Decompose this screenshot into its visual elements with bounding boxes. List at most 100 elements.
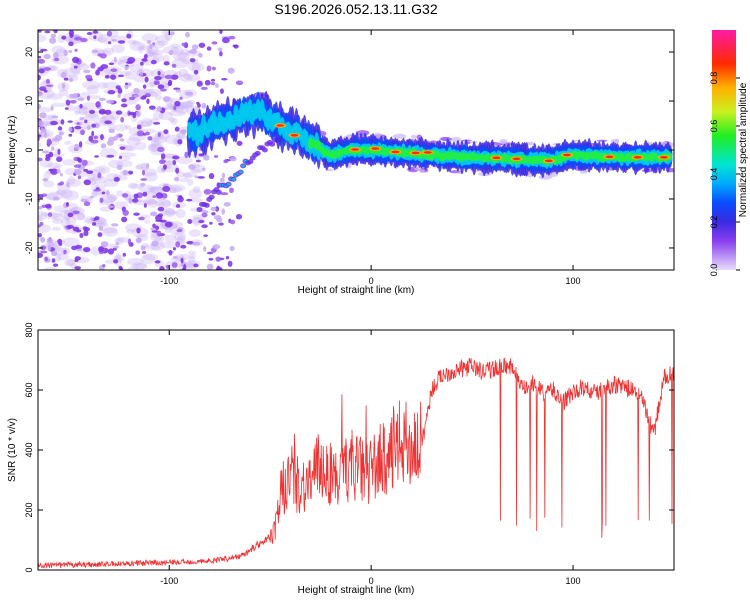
noise-speck xyxy=(229,219,236,225)
noise-speck xyxy=(86,170,94,174)
noise-speck xyxy=(113,259,119,264)
noise-speck xyxy=(164,74,173,79)
noise-haze xyxy=(87,85,99,95)
noise-speck xyxy=(189,58,196,63)
colorbar-gradient xyxy=(712,30,736,270)
colorbar-tick-label: 0.2 xyxy=(709,216,719,229)
noise-haze xyxy=(38,88,55,99)
noise-haze xyxy=(176,52,187,60)
noise-speck xyxy=(38,91,43,97)
noise-haze xyxy=(188,253,196,260)
noise-speck xyxy=(136,130,145,137)
noise-haze xyxy=(172,137,179,144)
noise-speck xyxy=(150,43,155,47)
noise-speck xyxy=(43,53,51,60)
noise-speck xyxy=(41,86,46,89)
noise-speck xyxy=(135,110,141,117)
noise-speck xyxy=(66,224,75,229)
noise-speck xyxy=(229,156,237,162)
noise-speck xyxy=(38,55,42,59)
noise-speck xyxy=(162,164,167,170)
noise-haze xyxy=(168,117,176,123)
noise-haze xyxy=(176,234,186,244)
noise-haze xyxy=(172,51,190,61)
noise-speck xyxy=(135,250,141,255)
lower-branch-mark xyxy=(196,207,203,213)
noise-speck xyxy=(172,155,180,160)
noise-speck xyxy=(84,119,88,124)
noise-speck xyxy=(98,225,104,232)
noise-speck xyxy=(175,241,181,248)
noise-haze xyxy=(49,65,59,72)
ridge-core-hot xyxy=(544,159,553,163)
ridge-halo xyxy=(419,169,425,173)
noise-haze xyxy=(60,217,70,227)
noise-speck xyxy=(124,82,129,86)
noise-speck xyxy=(112,247,117,251)
noise-speck xyxy=(121,193,129,198)
noise-speck xyxy=(48,168,53,172)
noise-speck xyxy=(45,203,52,209)
noise-speck xyxy=(235,80,244,86)
noise-haze xyxy=(114,124,128,132)
noise-speck xyxy=(180,244,187,249)
noise-speck xyxy=(135,237,142,244)
noise-speck xyxy=(175,167,180,174)
noise-speck xyxy=(121,216,128,223)
noise-speck xyxy=(158,159,166,165)
noise-speck xyxy=(65,201,69,207)
noise-speck xyxy=(148,105,156,110)
noise-speck xyxy=(157,132,161,137)
noise-haze xyxy=(165,160,174,165)
noise-speck xyxy=(107,89,116,95)
noise-speck xyxy=(208,257,214,261)
noise-haze xyxy=(165,160,172,170)
noise-haze xyxy=(38,141,42,149)
noise-haze xyxy=(118,152,137,157)
noise-speck xyxy=(200,86,208,90)
noise-speck xyxy=(155,192,164,199)
noise-haze xyxy=(71,212,86,221)
noise-haze xyxy=(56,189,63,195)
noise-haze xyxy=(89,95,101,100)
noise-speck xyxy=(79,117,85,121)
ridge-halo xyxy=(410,134,417,139)
colorbar-tick-label: 0.6 xyxy=(709,120,719,133)
colorbar-label: Normalized spectral amplitude xyxy=(738,82,749,217)
noise-speck xyxy=(144,76,149,83)
noise-haze xyxy=(180,101,194,109)
noise-speck xyxy=(142,84,147,89)
noise-speck xyxy=(38,58,46,64)
noise-speck xyxy=(44,30,51,34)
noise-haze xyxy=(180,48,191,56)
noise-speck xyxy=(153,122,161,125)
noise-speck xyxy=(152,223,156,229)
noise-speck xyxy=(219,88,224,94)
noise-haze xyxy=(38,224,51,233)
noise-haze xyxy=(154,94,163,101)
noise-speck xyxy=(93,188,102,192)
noise-speck xyxy=(94,216,100,221)
noise-speck xyxy=(215,83,219,88)
noise-speck xyxy=(115,134,120,138)
noise-speck xyxy=(227,260,233,267)
noise-speck xyxy=(73,65,78,69)
noise-speck xyxy=(40,236,46,243)
noise-speck xyxy=(101,191,106,195)
noise-speck xyxy=(221,172,226,179)
ridge-core-hot xyxy=(276,124,285,127)
noise-haze xyxy=(123,145,135,151)
noise-haze xyxy=(141,117,153,127)
noise-speck xyxy=(201,210,209,214)
noise-speck xyxy=(151,240,159,247)
noise-speck xyxy=(147,136,153,141)
noise-speck xyxy=(40,250,48,254)
noise-haze xyxy=(175,208,186,219)
noise-haze xyxy=(62,159,76,166)
noise-haze xyxy=(124,70,139,80)
noise-speck xyxy=(168,79,173,86)
noise-speck xyxy=(210,206,217,211)
snr-marks xyxy=(38,357,674,569)
noise-speck xyxy=(113,56,117,63)
